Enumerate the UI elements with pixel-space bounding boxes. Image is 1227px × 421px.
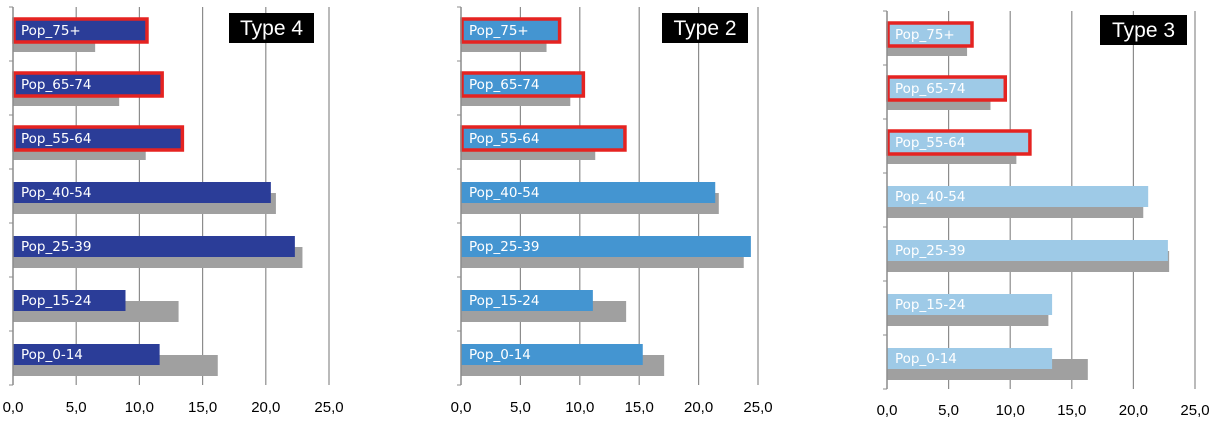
- bar-main: [461, 182, 716, 203]
- category-label: Pop_65-74: [895, 81, 965, 97]
- category-label: Pop_55-64: [21, 131, 91, 147]
- bar-main: [461, 20, 560, 41]
- category-label: Pop_40-54: [895, 189, 965, 205]
- chart-panel-type-4: 0,0 5,0 10,0 15,0 20,0 25,0 Pop_0-14 Pop_15-24 P…: [0, 0, 400, 421]
- chart-title: Type 4: [229, 13, 314, 43]
- highlight-outline: [886, 75, 1008, 102]
- x-tick-label: 25,0: [1180, 402, 1209, 419]
- x-tick-label: 20,0: [1119, 402, 1148, 419]
- bar-main: [461, 128, 625, 149]
- bar-main: [13, 74, 163, 95]
- category-label: Pop_0-14: [469, 347, 531, 363]
- bar-main: [461, 290, 593, 311]
- x-tick-label: 5,0: [938, 402, 959, 419]
- category-label: Pop_55-64: [469, 131, 539, 147]
- highlight-outline: [460, 71, 586, 98]
- bar-chart-svg: 0,0 5,0 10,0 15,0 20,0 25,0 Pop_0-14 Pop_15-24 P…: [3, 6, 344, 416]
- category-label: Pop_15-24: [21, 293, 91, 309]
- chart-panel-type-2: 0,0 5,0 10,0 15,0 20,0 25,0 Pop_0-14 Pop_15-24 P…: [440, 0, 840, 421]
- bar-main: [13, 236, 295, 257]
- bar-main: [461, 236, 751, 257]
- category-label: Pop_25-39: [21, 239, 91, 255]
- highlight-outline: [460, 125, 627, 152]
- category-label: Pop_75+: [21, 23, 81, 39]
- x-tick-label: 15,0: [1057, 402, 1086, 419]
- bar-main: [887, 24, 973, 45]
- category-label: Pop_65-74: [469, 77, 539, 93]
- x-tick-label: 0,0: [877, 402, 898, 419]
- highlight-outline: [886, 21, 974, 48]
- x-tick-label: 5,0: [66, 399, 87, 416]
- bar-main: [13, 290, 126, 311]
- bar-main: [887, 240, 1168, 261]
- highlight-outline: [12, 71, 164, 98]
- category-label: Pop_40-54: [21, 185, 91, 201]
- bar-chart-svg: 0,0 5,0 10,0 15,0 20,0 25,0 Pop_0-14 Pop_15-24 P…: [877, 10, 1210, 419]
- x-tick-label: 25,0: [743, 399, 772, 416]
- bar-main: [887, 132, 1030, 153]
- category-label: Pop_0-14: [895, 351, 957, 367]
- bar-main: [887, 348, 1053, 369]
- x-tick-label: 5,0: [510, 399, 531, 416]
- category-label: Pop_40-54: [469, 185, 539, 201]
- category-label: Pop_15-24: [895, 297, 965, 313]
- category-label: Pop_25-39: [895, 243, 965, 259]
- highlight-outline: [886, 129, 1032, 156]
- category-label: Pop_25-39: [469, 239, 539, 255]
- chart-title: Type 2: [662, 13, 748, 43]
- chart-title: Type 3: [1100, 15, 1187, 45]
- category-label: Pop_75+: [895, 27, 955, 43]
- bar-main: [13, 182, 271, 203]
- bar-main: [13, 344, 160, 365]
- highlight-outline: [460, 17, 562, 44]
- bar-main: [887, 78, 1006, 99]
- category-label: Pop_65-74: [21, 77, 91, 93]
- category-label: Pop_55-64: [895, 135, 965, 151]
- bar-main: [461, 344, 643, 365]
- x-tick-label: 25,0: [314, 399, 343, 416]
- x-tick-label: 10,0: [125, 399, 154, 416]
- bar-main: [13, 128, 183, 149]
- x-tick-label: 10,0: [996, 402, 1025, 419]
- category-label: Pop_75+: [469, 23, 529, 39]
- x-tick-label: 15,0: [625, 399, 654, 416]
- category-label: Pop_0-14: [21, 347, 83, 363]
- category-label: Pop_15-24: [469, 293, 539, 309]
- chart-panel-type-3: 0,0 5,0 10,0 15,0 20,0 25,0 Pop_0-14 Pop_15-24 P…: [865, 0, 1227, 421]
- x-tick-label: 0,0: [451, 399, 472, 416]
- x-tick-label: 15,0: [188, 399, 217, 416]
- x-tick-label: 10,0: [565, 399, 594, 416]
- highlight-outline: [12, 125, 185, 152]
- highlight-outline: [12, 17, 149, 44]
- bar-main: [13, 20, 147, 41]
- bar-chart-svg: 0,0 5,0 10,0 15,0 20,0 25,0 Pop_0-14 Pop_15-24 P…: [451, 6, 773, 416]
- bar-main: [461, 74, 584, 95]
- x-tick-label: 20,0: [684, 399, 713, 416]
- bar-main: [887, 186, 1149, 207]
- bar-main: [887, 294, 1053, 315]
- x-tick-label: 20,0: [251, 399, 280, 416]
- x-tick-label: 0,0: [3, 399, 24, 416]
